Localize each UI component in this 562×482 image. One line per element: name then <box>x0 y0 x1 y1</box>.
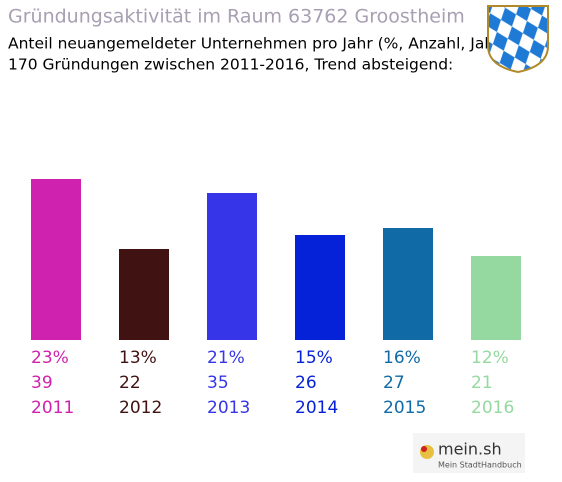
brand-name: mein.sh <box>438 440 502 459</box>
bar <box>383 228 433 340</box>
count-label: 39 <box>31 373 53 393</box>
count-label: 26 <box>295 373 317 393</box>
coat-of-arms <box>487 5 549 74</box>
subtitle: Anteil neuangemeldeter Unternehmen pro J… <box>8 35 507 53</box>
count-label: 27 <box>383 373 405 393</box>
bar <box>207 193 257 340</box>
brand-tagline: Mein StadtHandbuch <box>438 461 522 470</box>
count-label: 21 <box>471 373 493 393</box>
x-tick-label: 2013 <box>207 398 250 418</box>
count-label: 35 <box>207 373 229 393</box>
x-tick-label: 2015 <box>383 398 426 418</box>
value-label: 13% <box>119 348 157 368</box>
subtitle: 170 Gründungen zwischen 2011-2016, Trend… <box>8 56 453 74</box>
value-label: 16% <box>383 348 421 368</box>
x-tick-label: 2016 <box>471 398 514 418</box>
bar <box>119 249 169 340</box>
x-tick-label: 2014 <box>295 398 338 418</box>
value-label: 12% <box>471 348 509 368</box>
value-label: 15% <box>295 348 333 368</box>
chart-title: Gründungsaktivität im Raum 63762 Groosth… <box>8 6 465 28</box>
brand: mein.sh Mein StadtHandbuch <box>413 433 525 473</box>
value-label: 23% <box>31 348 69 368</box>
bar <box>295 235 345 340</box>
count-label: 22 <box>119 373 141 393</box>
x-tick-label: 2012 <box>119 398 162 418</box>
bar <box>471 256 521 340</box>
bar <box>31 179 81 340</box>
value-label: 21% <box>207 348 245 368</box>
x-tick-label: 2011 <box>31 398 74 418</box>
